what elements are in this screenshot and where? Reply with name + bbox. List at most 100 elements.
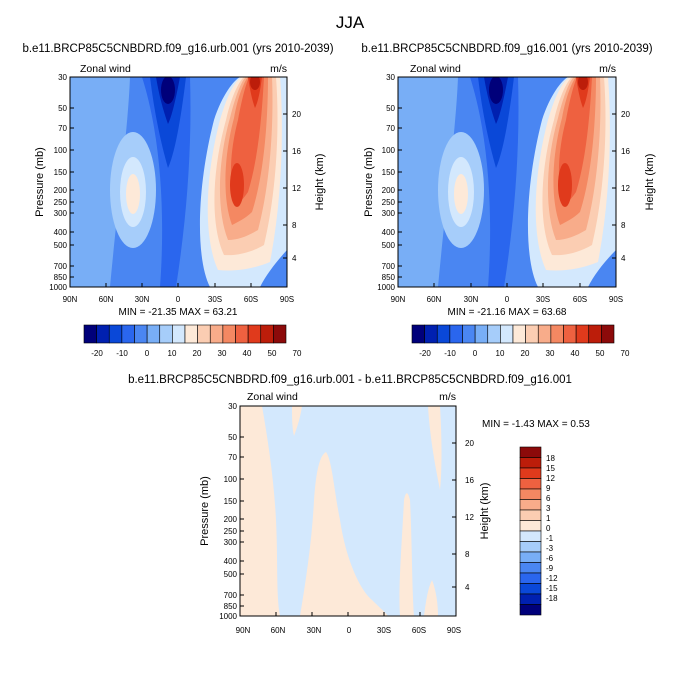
panel-2-ytick-label: 850 <box>382 273 396 282</box>
panel-2-xtick-label: 60N <box>427 295 442 304</box>
panel-3-colorbar <box>519 446 542 616</box>
panel-1-colorbar-label: 10 <box>168 349 177 358</box>
colorbar-swatch <box>519 446 542 458</box>
panel-1-ytick-label: 700 <box>54 262 68 271</box>
panel-2-colorbar <box>411 324 615 344</box>
panel-3-colorbar-label: 12 <box>546 474 555 483</box>
panel-1-ytick-label: 150 <box>54 168 68 177</box>
panel-2-ylabel: Pressure (mb) <box>363 147 375 217</box>
panel-2-left-label: Zonal wind <box>410 63 461 75</box>
panel-2-y2tick-label: 8 <box>621 221 626 230</box>
colorbar-swatch <box>146 324 161 344</box>
panel-3-contour-band <box>292 406 302 436</box>
panel-2-contour-band <box>454 174 468 214</box>
panel-1-ytick-label: 100 <box>54 146 68 155</box>
panel-1-xtick-label: 30N <box>135 295 150 304</box>
colorbar-swatch <box>487 324 501 344</box>
panel-2-y2tick-label: 12 <box>621 184 630 193</box>
panel-3-colorbar-label: 0 <box>546 524 551 533</box>
panel-1-contour-band <box>161 77 175 104</box>
panel-1-title: b.e11.BRCP85C5CNBDRD.f09_g16.urb.001 (yr… <box>22 43 333 55</box>
panel-3-ytick-label: 1000 <box>219 612 237 621</box>
panel-1-xtick-label: 60S <box>244 295 258 304</box>
panel-3-colorbar-label: 18 <box>546 454 555 463</box>
colorbar-swatch <box>235 324 249 344</box>
panel-1-xtick-label: 90N <box>63 295 78 304</box>
colorbar-swatch <box>519 551 542 563</box>
colorbar-swatch <box>197 324 211 344</box>
panel-2-contour-band <box>578 77 588 90</box>
panel-1-colorbar-label: 20 <box>193 349 202 358</box>
colorbar-swatch <box>462 324 476 344</box>
panel-1-ytick-label: 50 <box>58 104 67 113</box>
panel-1-contour-band <box>230 163 244 207</box>
panel-1-ytick-label: 70 <box>58 124 67 133</box>
panel-1: b.e11.BRCP85C5CNBDRD.f09_g16.urb.001 (yr… <box>22 43 333 358</box>
colorbar-swatch <box>108 324 123 344</box>
panel-1-y2label: Height (km) <box>314 154 326 211</box>
panel-2-xtick-label: 0 <box>505 295 510 304</box>
panel-3-minmax: MIN = -1.43 MAX = 0.53 <box>482 419 590 430</box>
colorbar-swatch <box>519 593 542 605</box>
panel-2-ytick-label: 100 <box>382 146 396 155</box>
panel-1-contour-band <box>164 232 176 268</box>
panel-2-colorbar-labels: -20 -10 0 10 20 30 40 50 70 <box>419 349 630 358</box>
panel-3-ytick-label: 200 <box>224 515 238 524</box>
panel-3-ylabel: Pressure (mb) <box>199 476 211 546</box>
panel-3-ytick-label: 50 <box>228 433 237 442</box>
panel-2-contour-band <box>558 163 572 207</box>
panel-3-xtick-label: 60N <box>271 626 286 635</box>
panel-2-contour-band <box>398 77 458 287</box>
panel-1-y2tick-label: 20 <box>292 110 301 119</box>
panel-3-y2tick-label: 12 <box>465 513 474 522</box>
panel-3-ytick-label: 150 <box>224 497 238 506</box>
panel-1-contour-band <box>70 77 130 287</box>
panel-1-ytick-label: 200 <box>54 186 68 195</box>
panel-3-colorbar-label: -6 <box>546 554 554 563</box>
panel-3-xtick-label: 30N <box>307 626 322 635</box>
panel-2-y-ticks: 30 50 70 100 150 200 250 300 400 500 700… <box>377 73 402 292</box>
panel-3-ytick-label: 850 <box>224 602 238 611</box>
colorbar-swatch <box>519 604 542 616</box>
colorbar-swatch <box>588 324 602 344</box>
panel-3-colorbar-label: -15 <box>546 584 558 593</box>
panel-1-colorbar-labels: -20 -10 0 10 20 30 40 50 70 <box>91 349 302 358</box>
panel-1-y2tick-label: 16 <box>292 147 301 156</box>
colorbar-swatch <box>83 324 97 344</box>
colorbar-swatch <box>519 488 542 500</box>
panel-3-x-ticks: 90N 60N 30N 0 30S 60S 90S <box>236 612 461 635</box>
panel-1-colorbar <box>83 324 287 344</box>
colorbar-swatch <box>519 457 542 469</box>
colorbar-swatch <box>172 324 186 344</box>
panel-3-ytick-label: 70 <box>228 453 237 462</box>
colorbar-swatch <box>519 478 542 490</box>
panel-2-colorbar-label: 40 <box>571 349 580 358</box>
panel-3-colorbar-label: -12 <box>546 574 558 583</box>
panel-3-xtick-label: 60S <box>412 626 426 635</box>
panel-3-contour-fill <box>240 406 456 616</box>
panel-2-contour-fill <box>398 77 616 287</box>
panel-3-ytick-label: 400 <box>224 557 238 566</box>
panel-3-y2label: Height (km) <box>479 483 491 540</box>
panel-3-y2tick-label: 20 <box>465 439 474 448</box>
panel-3-ytick-label: 30 <box>228 402 237 411</box>
panel-3-ytick-label: 250 <box>224 527 238 536</box>
panel-1-ytick-label: 300 <box>54 209 68 218</box>
panel-2-xtick-label: 90S <box>609 295 623 304</box>
panel-3-colorbar-label: 1 <box>546 514 551 523</box>
colorbar-swatch <box>411 324 425 344</box>
panel-1-y-ticks: 30 50 70 100 150 200 250 300 400 500 700… <box>49 73 74 292</box>
panel-1-xtick-label: 60N <box>99 295 114 304</box>
panel-3-contour-band <box>428 406 442 490</box>
panel-3-y-ticks: 30 50 70 100 150 200 250 300 400 500 700… <box>219 402 244 621</box>
panel-2-ytick-label: 150 <box>382 168 396 177</box>
panel-3-y2tick-label: 4 <box>465 583 470 592</box>
panel-2: b.e11.BRCP85C5CNBDRD.f09_g16.001 (yrs 20… <box>361 43 656 358</box>
panel-2-colorbar-label: 70 <box>621 349 630 358</box>
panel-1-xtick-label: 30S <box>208 295 222 304</box>
panel-1-x-ticks: 90N 60N 30N 0 30S 60S 90S <box>63 283 294 304</box>
panel-3-xtick-label: 90S <box>447 626 461 635</box>
panel-1-contour-band <box>142 77 191 287</box>
panel-1-left-label: Zonal wind <box>80 63 131 75</box>
panel-3-colorbar-label: -9 <box>546 564 554 573</box>
